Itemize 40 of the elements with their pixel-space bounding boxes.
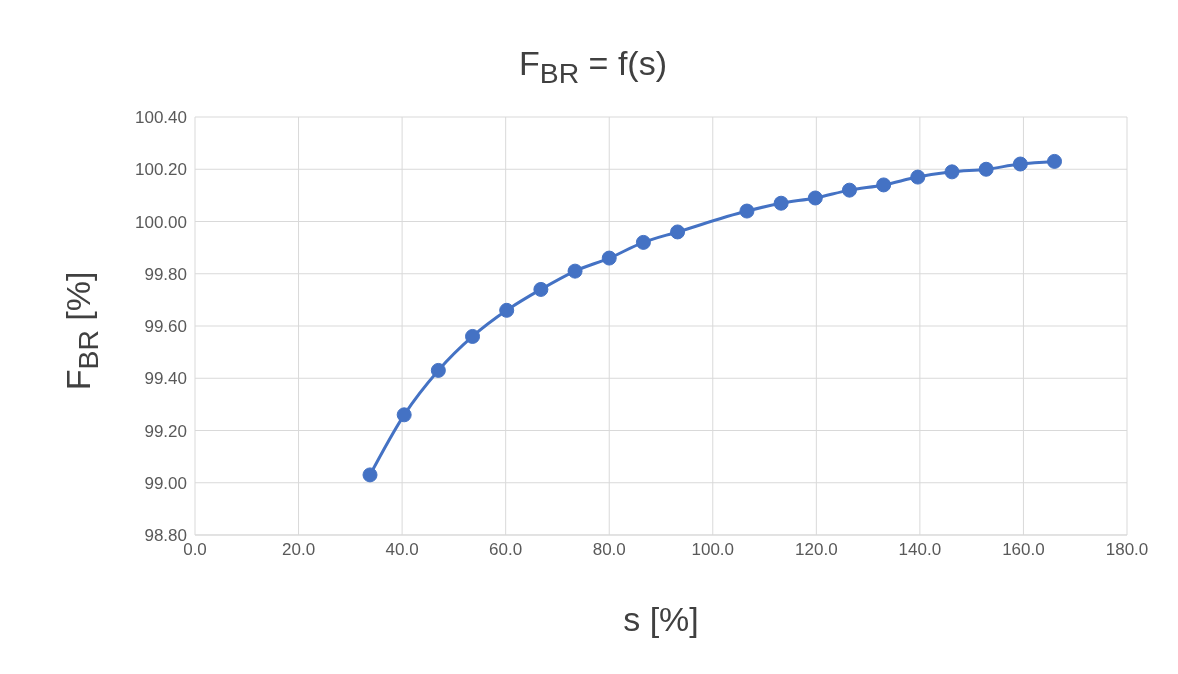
point bbox=[876, 177, 892, 193]
point bbox=[533, 281, 549, 297]
point bbox=[396, 407, 412, 423]
x-tick-label: 140.0 bbox=[898, 540, 942, 560]
point bbox=[1012, 156, 1028, 172]
x-tick-label: 100.0 bbox=[691, 540, 735, 560]
point bbox=[773, 195, 789, 211]
y-tick-label: 100.20 bbox=[135, 160, 187, 180]
y-tick-label: 99.80 bbox=[144, 264, 187, 284]
x-tick-label: 60.0 bbox=[489, 540, 523, 560]
x-tick-label: 80.0 bbox=[592, 540, 626, 560]
x-tick-label: 40.0 bbox=[385, 540, 419, 560]
y-tick-label: 99.00 bbox=[144, 473, 187, 493]
point bbox=[601, 250, 617, 266]
x-tick-label: 20.0 bbox=[282, 540, 316, 560]
point bbox=[465, 328, 481, 344]
point bbox=[910, 169, 926, 185]
point bbox=[567, 263, 583, 279]
y-tick-label: 99.60 bbox=[144, 317, 187, 337]
y-tick-label: 99.40 bbox=[144, 369, 187, 389]
y-tick-label: 100.00 bbox=[135, 212, 187, 232]
point bbox=[841, 182, 857, 198]
point bbox=[362, 467, 378, 483]
x-axis-title: s [%] bbox=[622, 600, 700, 639]
y-tick-label: 100.40 bbox=[135, 108, 187, 128]
point bbox=[430, 362, 446, 378]
point bbox=[978, 161, 994, 177]
x-tick-label: 160.0 bbox=[1002, 540, 1045, 560]
point bbox=[944, 164, 960, 180]
point bbox=[670, 224, 686, 240]
point bbox=[635, 234, 651, 250]
point bbox=[807, 190, 823, 206]
x-tick-label: 0.0 bbox=[183, 540, 207, 560]
point bbox=[1047, 153, 1063, 169]
y-tick-label: 99.20 bbox=[144, 421, 187, 441]
x-tick-label: 120.0 bbox=[795, 540, 838, 560]
point bbox=[739, 203, 755, 219]
chart-title: F$_{BR}$ = f(s) bbox=[518, 44, 668, 90]
point bbox=[499, 302, 515, 318]
x-tick-label: 180.0 bbox=[1105, 540, 1149, 560]
